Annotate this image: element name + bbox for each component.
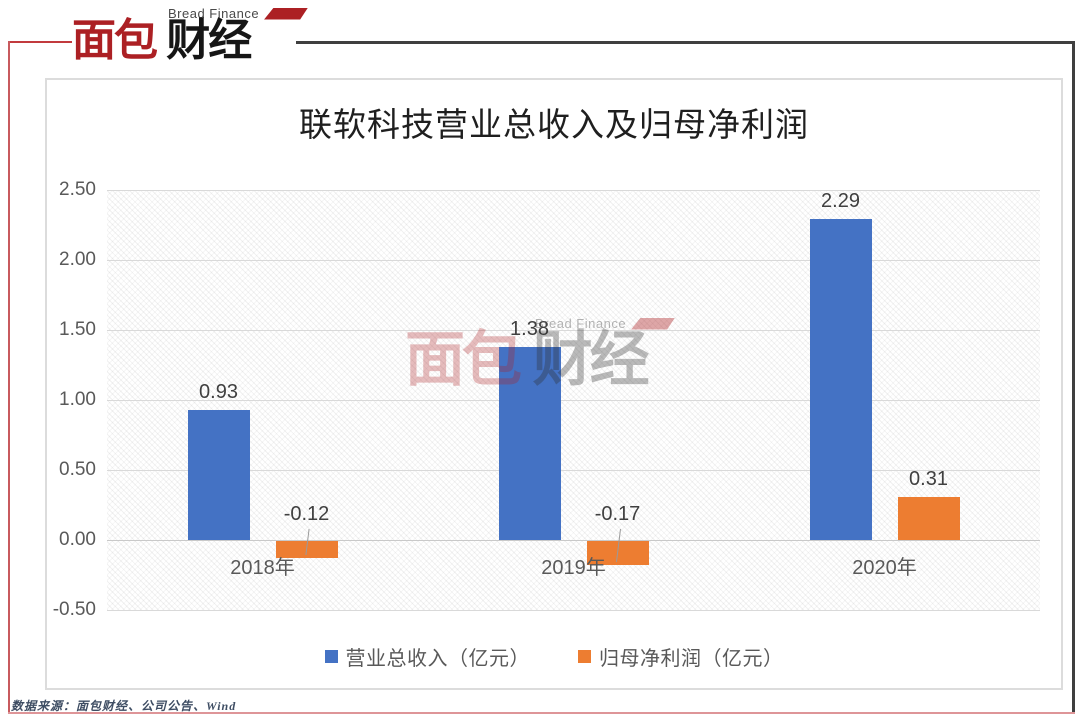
legend-label: 营业总收入（亿元）: [345, 648, 530, 670]
frame-line-right: [1072, 41, 1075, 714]
y-axis-tick-label: -0.50: [52, 599, 96, 620]
frame-line-bottom: [8, 712, 1075, 714]
gridline: [107, 610, 1040, 611]
source-note: 数据来源：面包财经、公司公告、Wind: [11, 699, 237, 713]
gridline: [107, 400, 1040, 401]
bar-revenue: [498, 346, 561, 540]
brand-logo-english-row: Bread Finance: [168, 6, 309, 21]
frame-line-top-left: [8, 41, 72, 43]
y-axis-tick-label: 1.50: [59, 319, 96, 340]
frame-line-top-right: [296, 41, 1075, 44]
gridline: [107, 470, 1040, 471]
gridline: [107, 190, 1040, 191]
bar-revenue: [809, 219, 872, 540]
gridline: [107, 260, 1040, 261]
data-label: -0.17: [594, 503, 641, 525]
chart-title: 联软科技营业总收入及归母净利润: [299, 106, 809, 143]
x-axis-category-label: 2019年: [541, 557, 606, 579]
y-axis-tick-label: 2.00: [59, 249, 96, 270]
y-axis-tick-label: 0.00: [59, 529, 96, 550]
legend-swatch: [324, 650, 338, 663]
brand-chinese-dark: 财经: [166, 16, 252, 65]
legend-item: 营业总收入（亿元）: [324, 642, 531, 671]
x-axis-category-label: 2018年: [230, 557, 295, 579]
brand-english-text: Bread Finance: [168, 6, 260, 21]
y-axis-tick-label: 0.50: [59, 459, 96, 480]
data-label: 0.93: [199, 380, 238, 403]
chart-legend: 营业总收入（亿元） 归母净利润（亿元）: [45, 642, 1063, 671]
bar-revenue: [187, 409, 250, 540]
legend-swatch: [578, 650, 591, 663]
y-axis-tick-label: 2.50: [59, 179, 96, 200]
data-label: 0.31: [909, 467, 948, 490]
data-label: 1.38: [510, 317, 549, 340]
data-label: 2.29: [821, 190, 860, 213]
bar-net-profit: [897, 496, 960, 540]
frame-line-left: [8, 41, 10, 714]
brand-chinese-red: 面包: [72, 16, 158, 65]
brand-flag-icon: [264, 7, 309, 20]
y-axis-tick-label: 1.00: [59, 389, 96, 410]
gridline: [107, 540, 1040, 541]
legend-label: 归母净利润（亿元）: [599, 648, 784, 670]
legend-item: 归母净利润（亿元）: [578, 642, 784, 671]
x-axis-category-label: 2020年: [852, 557, 917, 579]
brand-chinese-text: 面包 财经: [72, 16, 252, 65]
brand-logo: Bread Finance 面包 财经: [72, 2, 309, 66]
gridline: [107, 330, 1040, 331]
data-label: -0.12: [283, 503, 330, 525]
